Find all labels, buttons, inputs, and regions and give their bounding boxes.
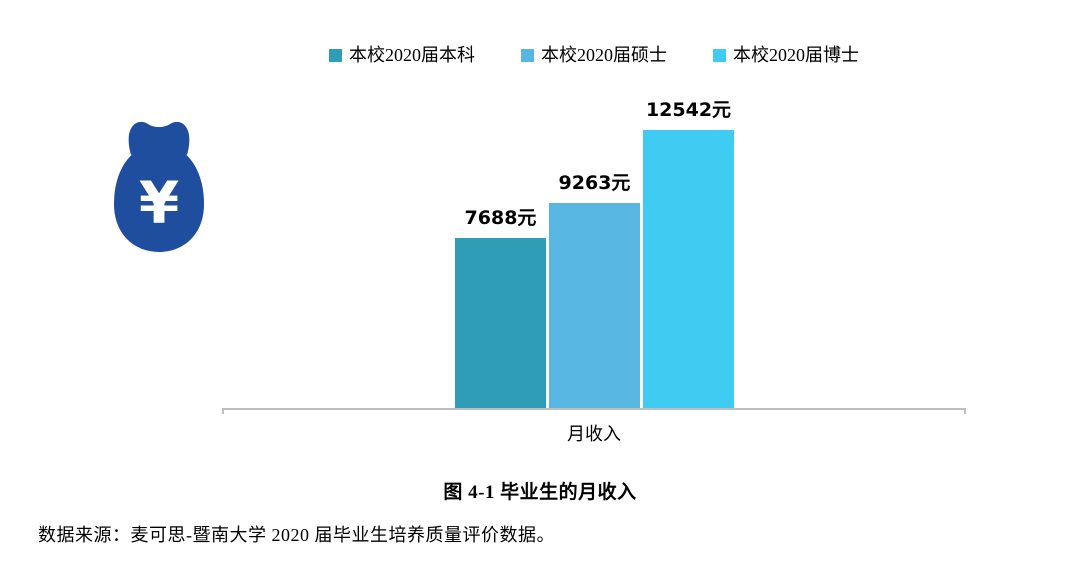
data-source-note: 数据来源：麦可思-暨南大学 2020 届毕业生培养质量评价数据。 xyxy=(38,525,555,545)
chart-bar xyxy=(455,238,546,408)
bar-value-label: 9263元 xyxy=(558,172,631,194)
x-axis-tick-right xyxy=(964,408,966,414)
x-axis-label: 月收入 xyxy=(567,424,621,444)
money-bag-icon: ¥ xyxy=(114,121,204,252)
legend-label: 本校2020届博士 xyxy=(733,45,859,65)
plot-area: 7688元 9263元 12542元 xyxy=(222,90,966,408)
yuan-symbol: ¥ xyxy=(139,169,179,237)
money-bag-body xyxy=(114,144,204,252)
chart-legend: 本校2020届本科 本校2020届硕士 本校2020届博士 xyxy=(222,46,966,64)
chart-bar xyxy=(549,203,640,408)
legend-label: 本校2020届硕士 xyxy=(541,45,667,65)
legend-item: 本校2020届本科 xyxy=(329,46,475,64)
x-axis xyxy=(222,408,966,416)
legend-swatch xyxy=(713,48,726,62)
legend-label: 本校2020届本科 xyxy=(349,45,475,65)
figure-caption: 图 4-1 毕业生的月收入 xyxy=(443,482,637,503)
legend-item: 本校2020届硕士 xyxy=(521,46,667,64)
legend-item: 本校2020届博士 xyxy=(713,46,859,64)
chart-bar xyxy=(643,130,734,408)
bar-value-label: 12542元 xyxy=(645,99,732,121)
legend-swatch xyxy=(521,48,534,62)
legend-swatch xyxy=(329,48,342,62)
bar-value-label: 7688元 xyxy=(464,207,537,229)
money-bag-top xyxy=(128,121,190,155)
x-axis-line xyxy=(222,408,966,410)
x-axis-tick-left xyxy=(222,408,224,414)
